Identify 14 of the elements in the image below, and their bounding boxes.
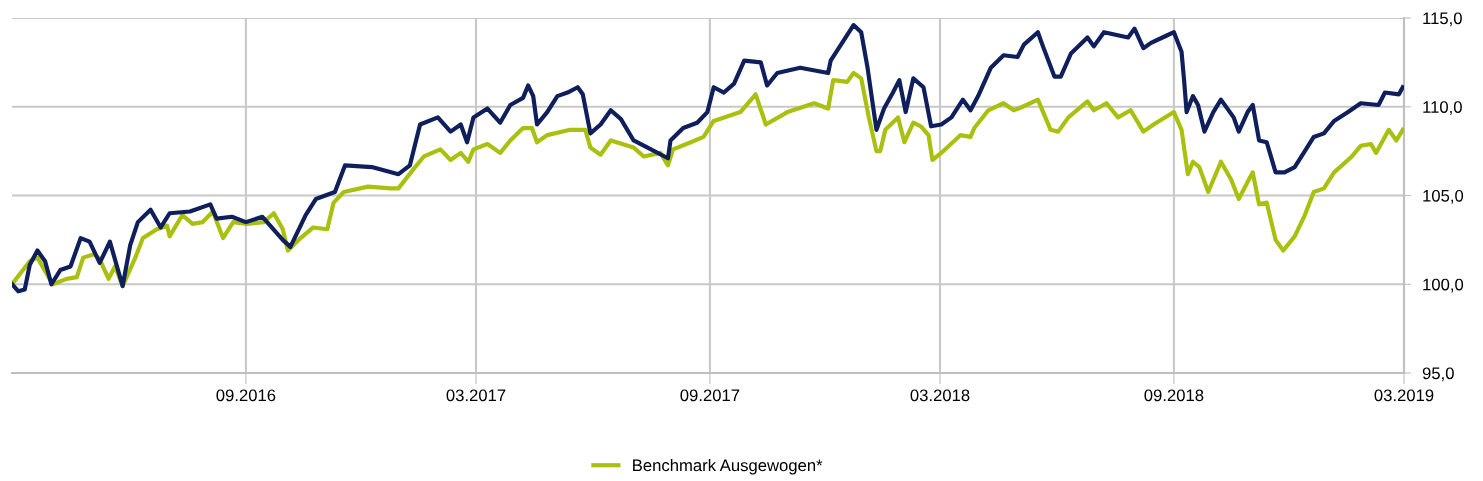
line-series [12, 70, 1404, 289]
x-tick-label: 09.2016 [216, 389, 276, 402]
y-tick-label: 105,0 [1423, 189, 1464, 204]
y-tick-label: 100,0 [1423, 278, 1464, 293]
y-tick-label: 110,0 [1423, 101, 1462, 115]
legend-label: Benchmark Ausgewogen* [633, 459, 823, 475]
x-tick-label: 03.2019 [1374, 389, 1434, 402]
x-tick-label: 03.2017 [446, 389, 506, 402]
y-tick-label: 115,0 [1423, 12, 1462, 27]
x-tick-label: 09.2018 [1144, 389, 1204, 402]
x-tick-label: 09.2017 [680, 389, 740, 402]
x-tick-label: 03.2018 [910, 389, 970, 402]
line-series [12, 23, 1404, 294]
y-tick-label: 95,0 [1422, 367, 1454, 382]
